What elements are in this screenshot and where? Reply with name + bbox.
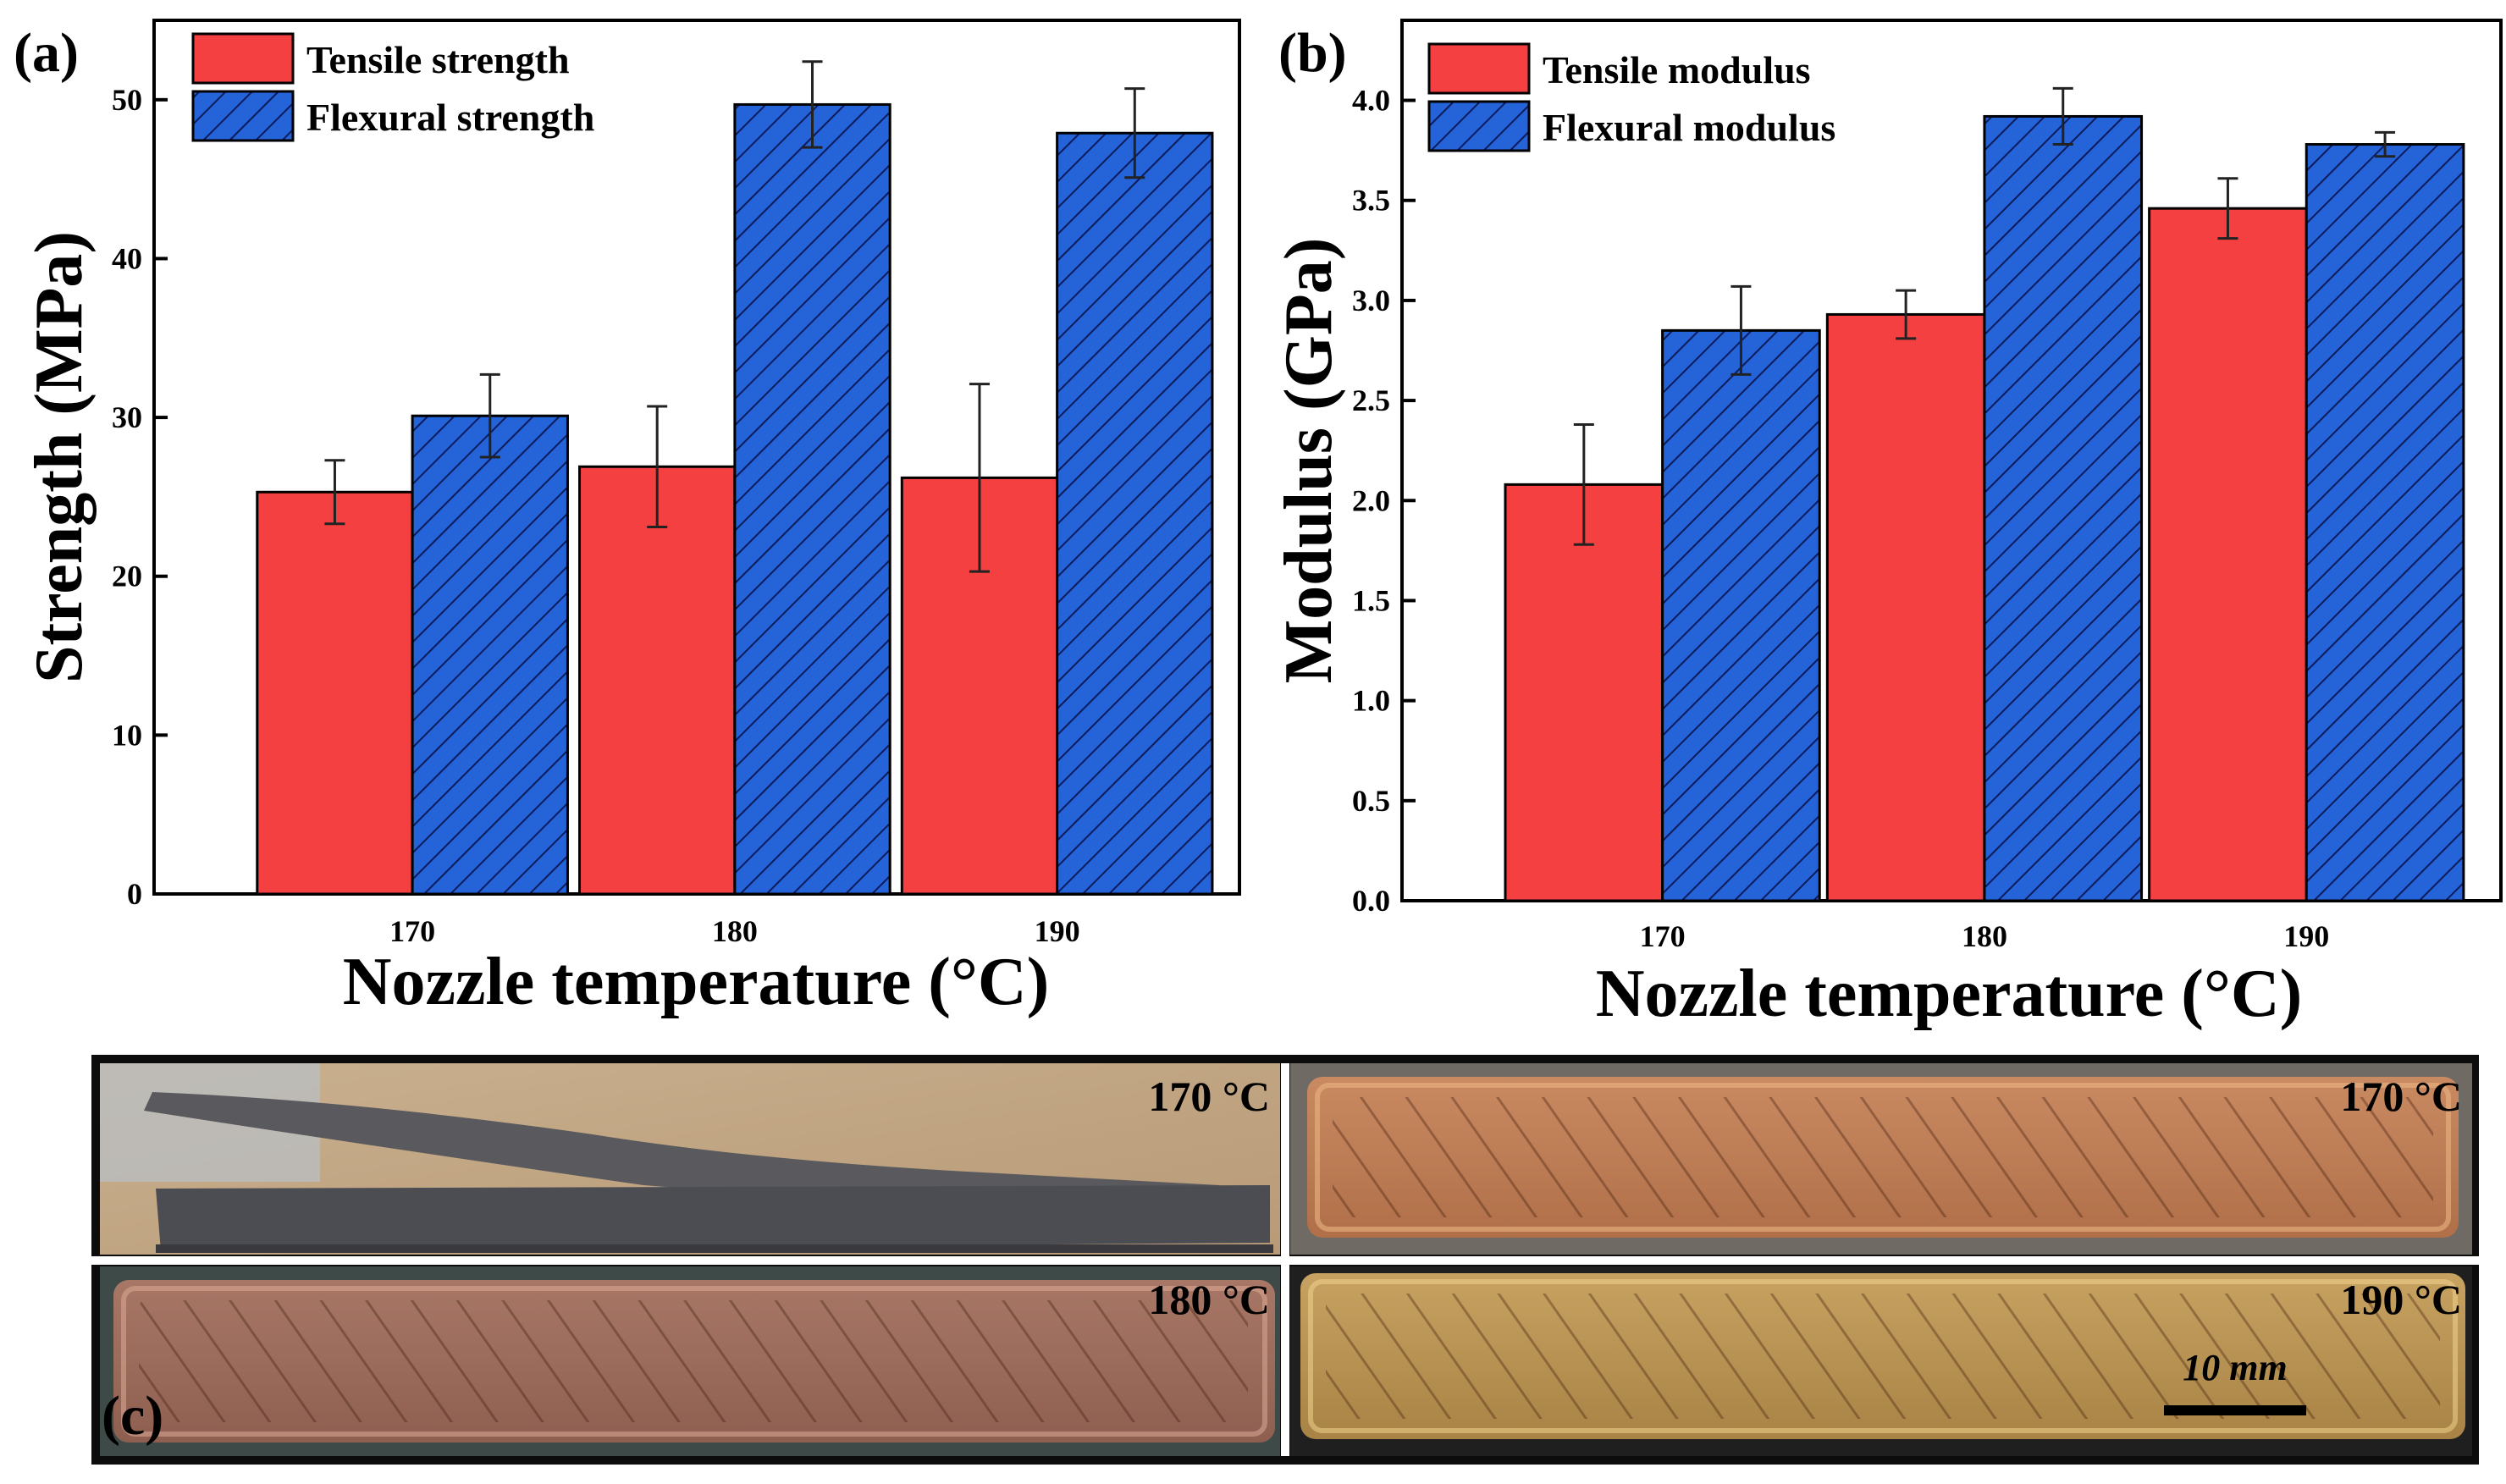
specimen-infill bbox=[139, 1300, 1248, 1422]
specimen-infill bbox=[1333, 1097, 2433, 1217]
y-tick-label: 0 bbox=[127, 877, 142, 911]
specimen-border bbox=[1308, 1279, 2458, 1433]
legend-label-tensile: Tensile modulus bbox=[1543, 48, 1811, 91]
y-tick-label: 40 bbox=[112, 241, 142, 275]
warped-specimen-lower bbox=[156, 1185, 1270, 1251]
y-tick-label: 20 bbox=[112, 560, 142, 593]
tensile-bar-180 bbox=[578, 465, 737, 896]
y-tick-label: 0.5 bbox=[1352, 784, 1390, 818]
legend: Tensile modulus Flexural modulus bbox=[1427, 42, 1835, 152]
y-axis-title: Strength (MPa) bbox=[22, 231, 97, 683]
x-axis-ticks: 170 180 190 bbox=[389, 880, 1080, 948]
error-bars bbox=[1573, 86, 2396, 546]
y-tick-label: 1.0 bbox=[1352, 684, 1390, 718]
panel-label-c: (c) bbox=[102, 1385, 163, 1447]
y-tick-label: 1.5 bbox=[1352, 583, 1390, 617]
flexural-bar-180 bbox=[1983, 114, 2144, 902]
scale-bar bbox=[2164, 1405, 2306, 1415]
specimen-border bbox=[1315, 1083, 2451, 1232]
photo-panel: 170 °C 170 °C 180 °C (c) 190 °C 10 mm bbox=[91, 1055, 2479, 1465]
y-tick-label: 30 bbox=[112, 400, 142, 434]
x-tick-label: 190 bbox=[1035, 914, 1080, 948]
flexural-bar-190 bbox=[2305, 143, 2465, 902]
x-axis-title: Nozzle temperature (°C) bbox=[343, 945, 1050, 1019]
y-tick-label: 0.0 bbox=[1352, 884, 1390, 918]
scale-bar-label: 10 mm bbox=[2183, 1347, 2287, 1388]
y-tick-label: 50 bbox=[112, 83, 142, 117]
legend-swatch-flexural bbox=[1427, 100, 1531, 152]
modulus-chart: 0.0 0.5 1.0 1.5 2.0 2.5 3.0 3.5 4.0 170 180 190 (b… bbox=[1272, 19, 2503, 1031]
specimen-infill bbox=[1326, 1294, 2440, 1419]
photo-divider-vertical bbox=[1281, 1063, 1289, 1456]
specimen-border bbox=[121, 1286, 1267, 1437]
legend-swatch-tensile bbox=[191, 32, 295, 85]
photo-170-top: 170 °C bbox=[1290, 1063, 2472, 1255]
y-tick-label: 10 bbox=[112, 718, 142, 752]
legend-swatch-flexural bbox=[191, 90, 295, 142]
panel-label-b: (b) bbox=[1278, 22, 1347, 84]
y-tick-label: 4.0 bbox=[1352, 84, 1390, 118]
x-tick-label: 170 bbox=[1640, 919, 1686, 953]
bars bbox=[256, 102, 1214, 896]
photo-190: 190 °C 10 mm bbox=[1290, 1266, 2472, 1456]
y-tick-label: 3.5 bbox=[1352, 184, 1390, 218]
legend-label-flexural: Flexural modulus bbox=[1543, 106, 1835, 149]
strength-chart: 0 10 20 30 40 50 170 180 190 (a) Strength (MPa)… bbox=[14, 19, 1241, 1019]
photo-label-180: 180 °C bbox=[1148, 1276, 1270, 1323]
tensile-bar-170 bbox=[256, 490, 414, 896]
x-tick-label: 180 bbox=[712, 914, 758, 948]
y-axis-ticks: 0.0 0.5 1.0 1.5 2.0 2.5 3.0 3.5 4.0 bbox=[1352, 84, 1416, 918]
photo-170-side: 170 °C bbox=[100, 1063, 1280, 1255]
photo-180: 180 °C (c) bbox=[100, 1266, 1280, 1456]
flexural-bar-170 bbox=[411, 414, 569, 896]
y-tick-label: 2.0 bbox=[1352, 483, 1390, 517]
bars bbox=[1504, 114, 2465, 902]
specimen-shadow bbox=[156, 1244, 1273, 1253]
photo-label-170-side: 170 °C bbox=[1148, 1073, 1270, 1120]
x-axis-title: Nozzle temperature (°C) bbox=[1596, 957, 2303, 1031]
tensile-bar-190 bbox=[2148, 207, 2308, 902]
legend: Tensile strength Flexural strength bbox=[191, 32, 594, 142]
y-tick-label: 2.5 bbox=[1352, 383, 1390, 417]
tensile-bar-170 bbox=[1504, 483, 1664, 902]
flexural-bar-180 bbox=[733, 102, 891, 896]
photo-label-190: 190 °C bbox=[2340, 1276, 2462, 1323]
tensile-bar-180 bbox=[1825, 312, 1986, 902]
legend-label-tensile: Tensile strength bbox=[306, 38, 570, 81]
x-tick-label: 180 bbox=[1962, 919, 2007, 953]
legend-swatch-tensile bbox=[1427, 42, 1531, 95]
y-axis-title: Modulus (GPa) bbox=[1272, 238, 1346, 684]
y-axis-ticks: 0 10 20 30 40 50 bbox=[112, 83, 168, 911]
error-bars bbox=[324, 60, 1145, 573]
legend-label-flexural: Flexural strength bbox=[306, 96, 594, 139]
photo-label-170-top: 170 °C bbox=[2340, 1073, 2462, 1120]
warped-specimen-upper bbox=[144, 1092, 1219, 1204]
flexural-bar-190 bbox=[1056, 131, 1214, 896]
flexural-bar-170 bbox=[1661, 328, 1821, 902]
x-tick-label: 190 bbox=[2283, 919, 2329, 953]
x-tick-label: 170 bbox=[389, 914, 435, 948]
panel-label-a: (a) bbox=[14, 22, 79, 84]
y-tick-label: 3.0 bbox=[1352, 284, 1390, 317]
